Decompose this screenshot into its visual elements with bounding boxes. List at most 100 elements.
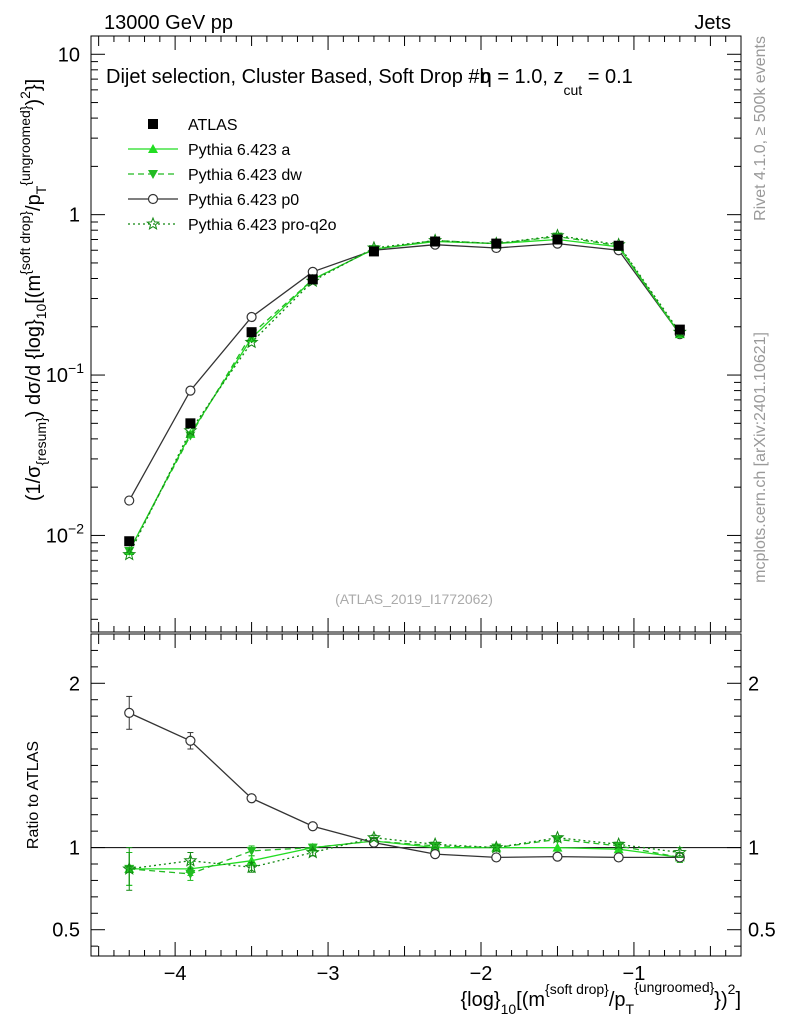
legend-marker-dw [148, 170, 158, 179]
ratio-point-dw [246, 846, 257, 856]
ratio-point-proq2o [366, 830, 381, 844]
x-axis-label: {log}10[(m{soft drop}/pT{ungroomed}})2] [461, 979, 742, 1017]
main-line-proq2o [128, 234, 681, 555]
ratio-line-a [129, 840, 680, 870]
analysis-id-label: (ATLAS_2019_I1772062) [335, 591, 493, 607]
legend-marker-p0 [147, 193, 159, 205]
ratio-point-p0 [185, 735, 196, 746]
ratio-y-tick-label-left: 0.5 [52, 920, 80, 942]
main-point-atlas [185, 418, 196, 429]
ratio-point-p0 [613, 852, 624, 863]
main-point-p0 [185, 385, 196, 396]
ratio-y-axis-label: Ratio to ATLAS [25, 741, 42, 849]
main-point-proq2o [244, 334, 259, 349]
ratio-point-p0 [124, 707, 135, 718]
ratio-panel-ticks [91, 634, 741, 956]
ratio-point-p0 [246, 793, 257, 804]
side-rivet-label: Rivet 4.1.0, ≥ 500k events [752, 36, 769, 221]
x-tick-label: −4 [164, 963, 187, 985]
ratio-y-tick-label-right: 2 [748, 673, 759, 695]
ratio-point-dw [185, 869, 196, 879]
main-point-atlas [674, 324, 685, 335]
legend-label-a: Pythia 6.423 a [188, 142, 290, 159]
main-y-tick-labels: 10−2 10−1 1 10 [46, 44, 84, 547]
title-eta: η = 1.0, z [481, 66, 564, 88]
main-point-atlas [491, 238, 502, 249]
main-y-tick-label: 10 [58, 44, 80, 66]
ratio-y-tick-labels: 0.5 0.5 1 1 2 2 [52, 673, 776, 941]
ratio-line-dw [129, 838, 680, 875]
ratio-line-p0 [128, 712, 680, 859]
main-point-atlas [246, 327, 257, 338]
ratio-point-p0 [552, 851, 563, 862]
main-series-dw [124, 232, 685, 556]
main-point-proq2o [183, 423, 198, 437]
ratio-y-tick-label-left: 2 [69, 673, 80, 695]
main-point-proq2o [122, 547, 137, 561]
main-y-axis-label: (1/σ{resum}) dσ/d {log}10[(m{soft drop}/… [17, 79, 49, 501]
main-point-atlas [124, 536, 135, 547]
ratio-point-dw [307, 843, 318, 853]
ratio-y-tick-label-left: 1 [69, 838, 80, 860]
ratio-point-p0 [430, 849, 441, 860]
main-point-atlas [552, 234, 563, 245]
main-series-p0 [124, 238, 685, 506]
ratio-point-proq2o [244, 859, 259, 874]
side-mcplots-label: mcplots.cern.ch [arXiv:2401.10621] [752, 332, 769, 583]
main-panel-frame [90, 35, 742, 633]
main-line-dw [128, 235, 681, 552]
ratio-point-proq2o [305, 845, 320, 859]
main-point-atlas [307, 274, 318, 285]
legend-label-p0: Pythia 6.423 p0 [188, 192, 299, 209]
ratio-point-proq2o [489, 840, 504, 854]
main-series-a [124, 234, 685, 555]
main-y-tick-label: 10−2 [46, 520, 84, 547]
ratio-panel-frame [90, 633, 742, 957]
ratio-point-proq2o [672, 845, 687, 859]
main-y-tick-label: 1 [69, 205, 80, 227]
main-line-p0 [128, 242, 681, 501]
x-tick-labels: −4 −3 −2 −1 [164, 963, 646, 985]
ratio-point-p0 [307, 821, 318, 832]
legend-label-atlas: ATLAS [188, 117, 238, 134]
main-point-atlas [368, 246, 379, 257]
ratio-series-dw [124, 835, 685, 886]
ratio-point-proq2o [122, 861, 137, 875]
main-y-tick-label: 10−1 [46, 360, 84, 387]
title-suffix: = 0.1 [582, 66, 633, 88]
ratio-series-layer [122, 695, 687, 891]
main-series-layer [122, 228, 687, 561]
ratio-y-tick-label-right: 1 [748, 838, 759, 860]
ratio-point-proq2o [611, 836, 626, 851]
main-line-a [128, 238, 681, 552]
ratio-series-proq2o [122, 830, 687, 891]
x-tick-label: −2 [470, 963, 493, 985]
legend-marker-a [148, 144, 158, 153]
header-left: 13000 GeV pp [104, 12, 233, 34]
main-series-proq2o [122, 228, 687, 561]
main-series-atlas [124, 234, 685, 547]
legend-entry-proq2o: Pythia 6.423 pro-q2o [128, 216, 337, 234]
legend-entry-dw: Pythia 6.423 dw [128, 167, 302, 184]
ratio-point-proq2o [183, 853, 198, 867]
x-tick-label: −3 [317, 963, 340, 985]
legend-entry-atlas: ATLAS [148, 117, 238, 134]
ratio-point-proq2o [428, 836, 443, 851]
main-panel-ticks [91, 36, 741, 632]
legend-marker-atlas [148, 119, 158, 129]
legend-marker-proq2o [145, 216, 161, 230]
ratio-y-tick-label-right: 0.5 [748, 920, 776, 942]
legend-label-dw: Pythia 6.423 dw [188, 167, 302, 184]
x-tick-label: −1 [623, 963, 646, 985]
main-point-atlas [613, 240, 624, 251]
chart-title: Dijet selection, Cluster Based, Soft Dro… [106, 66, 633, 98]
ratio-point-p0 [491, 852, 502, 863]
header-right: Jets [694, 12, 731, 34]
ratio-point-a [552, 842, 563, 852]
ratio-line-proq2o [129, 837, 680, 870]
main-point-atlas [430, 236, 441, 247]
main-point-p0 [246, 311, 257, 323]
legend-label-proq2o: Pythia 6.423 pro-q2o [188, 217, 337, 234]
legend: ATLAS Pythia 6.423 a Pythia 6.423 dw Pythia… [128, 117, 337, 234]
